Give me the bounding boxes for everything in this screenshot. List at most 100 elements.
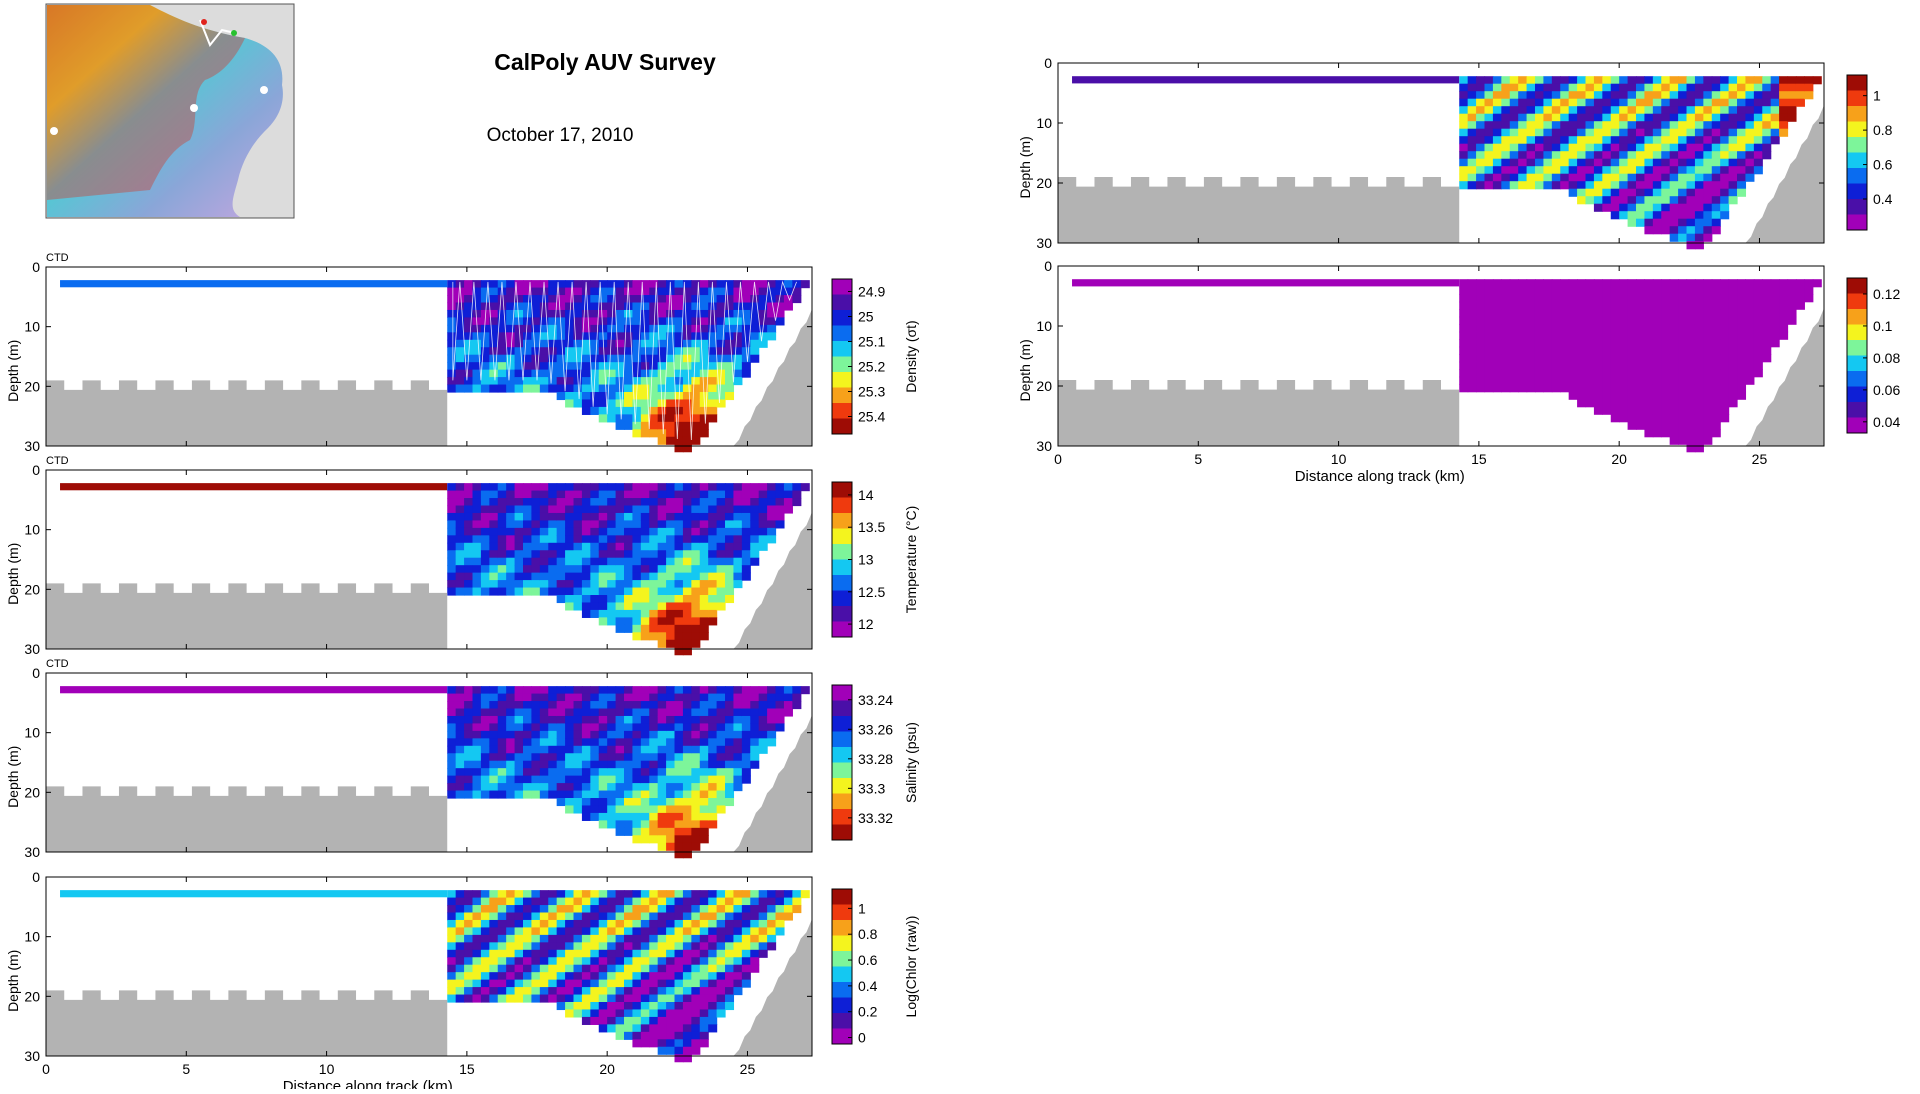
colorbar-tick-label: 0.6 (1873, 157, 1893, 173)
heatmap-cell (632, 805, 642, 814)
heatmap-cell (708, 483, 718, 492)
heatmap-cell (640, 490, 650, 499)
heatmap-cell (1737, 331, 1747, 340)
heatmap-cell (497, 686, 507, 695)
heatmap-cell (573, 550, 583, 559)
colorbar-label: Log(Chlor (raw)) (903, 916, 919, 1018)
colorbar-segment (832, 793, 852, 810)
heatmap-cell (640, 768, 650, 777)
heatmap-cell (1467, 113, 1477, 122)
heatmap-cell (1459, 384, 1469, 393)
heatmap-cell (497, 295, 507, 304)
heatmap-cell (1518, 384, 1528, 393)
heatmap-cell (1636, 143, 1646, 152)
heatmap-cell (1518, 331, 1528, 340)
heatmap-cell (531, 302, 541, 311)
heatmap-cell (447, 890, 457, 899)
heatmap-cell (522, 512, 533, 522)
heatmap-cell (733, 505, 743, 514)
heatmap-cell (708, 798, 718, 807)
heatmap-cell (1526, 173, 1536, 182)
heatmap-cell (615, 775, 625, 784)
heatmap-cell (615, 745, 625, 754)
heatmap-cell (1669, 128, 1679, 137)
heatmap-cell (1459, 181, 1469, 190)
heatmap-cell (581, 535, 591, 544)
heatmap-cell (565, 805, 575, 814)
heatmap-cell (1467, 181, 1477, 190)
heatmap-cell (657, 572, 667, 581)
heatmap-cell (1577, 384, 1587, 393)
heatmap-cell (1543, 331, 1553, 340)
heatmap-cell (640, 942, 650, 951)
heatmap-cell (733, 347, 743, 356)
heatmap-cell (1728, 384, 1738, 393)
heatmap-cell (640, 987, 650, 996)
heatmap-cell (1652, 83, 1662, 92)
heatmap-cell (472, 483, 482, 492)
heatmap-cell (1652, 166, 1662, 175)
heatmap-cell (607, 377, 617, 386)
heatmap-cell (1593, 391, 1603, 400)
heatmap-cell (590, 686, 600, 695)
heatmap-cell (657, 897, 667, 906)
heatmap-cell (539, 927, 549, 936)
heatmap-cell (666, 295, 676, 304)
heatmap-cell (472, 339, 482, 348)
heatmap-cell (682, 399, 692, 408)
colorbar-segment (832, 387, 852, 404)
heatmap-cell (649, 942, 659, 951)
heatmap-cell (615, 957, 625, 966)
heatmap-cell (666, 595, 676, 604)
heatmap-cell (506, 730, 516, 739)
heatmap-cell (1476, 128, 1486, 137)
heatmap-cell (708, 617, 718, 626)
heatmap-cell (741, 738, 751, 747)
heatmap-cell (1703, 76, 1713, 85)
heatmap-cell (565, 972, 575, 981)
heatmap-cell (497, 972, 507, 981)
heatmap-cell (657, 535, 667, 544)
heatmap-cell (598, 798, 608, 807)
heatmap-cell (666, 565, 676, 574)
heatmap-cell (674, 632, 684, 641)
heatmap-cell (725, 369, 735, 378)
heatmap-cell (1610, 391, 1620, 400)
heatmap-cell (1669, 83, 1679, 92)
heatmap-cell (464, 550, 474, 559)
heatmap-cell (783, 686, 793, 695)
heatmap-cell (1585, 83, 1595, 92)
heatmap-cell (783, 295, 793, 304)
heatmap-cell (455, 362, 465, 371)
heatmap-cell (674, 972, 684, 981)
heatmap-cell (699, 483, 709, 492)
heatmap-cell (674, 324, 684, 333)
heatmap-cell (1501, 166, 1511, 175)
heatmap-cell (1560, 376, 1570, 385)
heatmap-cell (1568, 376, 1578, 385)
heatmap-cell (590, 693, 600, 702)
heatmap-cell (1686, 294, 1696, 303)
heatmap-cell (649, 768, 659, 777)
heatmap-cell (514, 942, 524, 951)
heatmap-cell (767, 287, 777, 296)
heatmap-cell (598, 527, 608, 536)
heatmap-cell (1568, 316, 1578, 325)
heatmap-cell (699, 897, 709, 906)
heatmap-cell (565, 295, 575, 304)
heatmap-cell (1779, 301, 1789, 310)
heatmap-cell (514, 332, 524, 341)
heatmap-cell (657, 753, 667, 762)
heatmap-cell (1720, 151, 1730, 160)
y-tick-label: 0 (32, 259, 40, 275)
heatmap-cell (674, 354, 684, 363)
heatmap-cell (1610, 166, 1620, 175)
heatmap-cell (1593, 113, 1603, 122)
heatmap-cell (1678, 158, 1688, 167)
heatmap-cell (539, 790, 549, 799)
heatmap-cell (1737, 121, 1747, 130)
heatmap-cell (506, 897, 516, 906)
heatmap-cell (733, 369, 743, 378)
heatmap-cell (1753, 113, 1763, 122)
